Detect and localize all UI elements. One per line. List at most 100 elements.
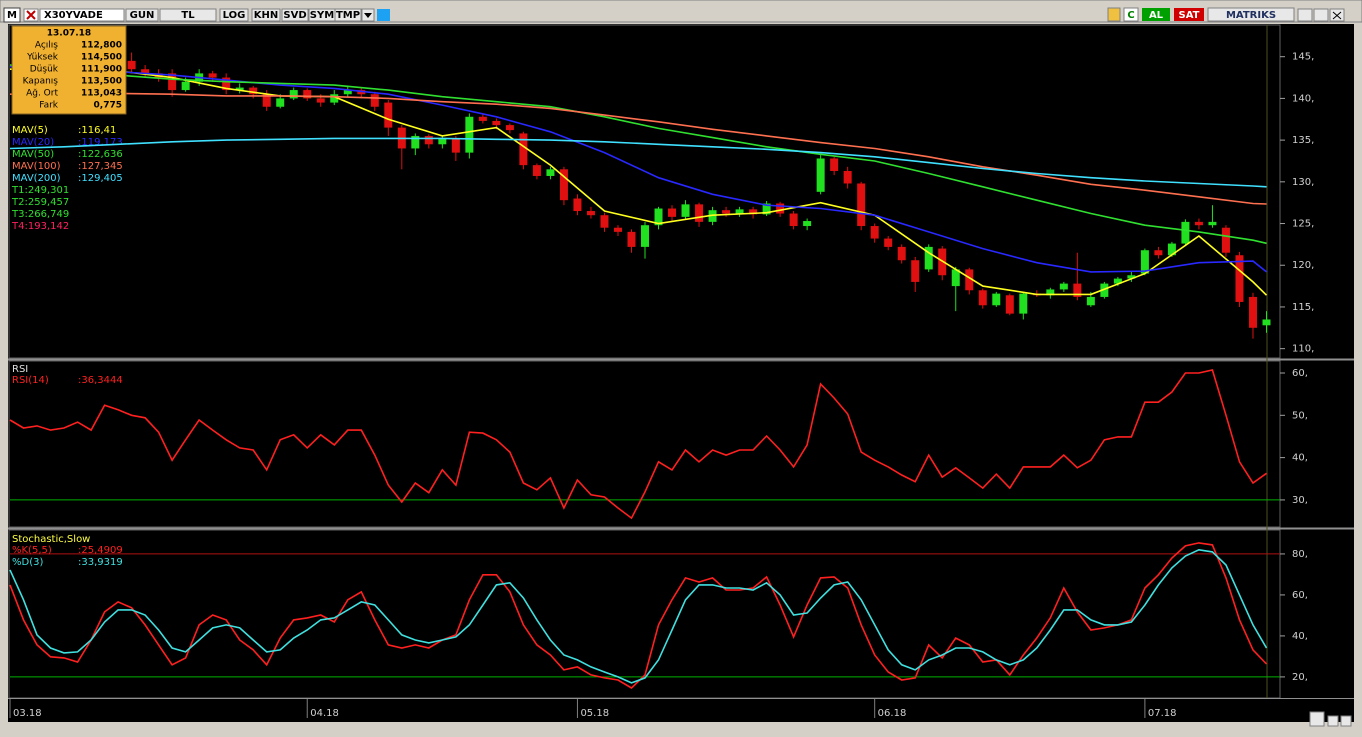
candle-body (276, 98, 285, 107)
candle-body (384, 102, 393, 128)
legend-value: :116,41 (78, 125, 116, 136)
candle-body (924, 246, 933, 270)
candle-body (641, 225, 649, 247)
candle-body (330, 94, 339, 103)
legend-name: MAV(5) (12, 125, 48, 136)
legend-name: %D(3) (12, 557, 43, 568)
info-box (11, 25, 127, 115)
candle-body (992, 293, 1001, 306)
y-tick-label: 30, (1292, 495, 1308, 506)
candle-body (424, 135, 433, 145)
candle-body (249, 87, 258, 95)
series-line (9, 64, 1267, 245)
y-tick-label: 140, (1292, 93, 1314, 104)
candle-body (722, 210, 731, 214)
info-value: 114,500 (81, 53, 122, 63)
close-x (1332, 11, 1342, 20)
candle-body (316, 98, 325, 103)
candle-body (613, 227, 622, 232)
candle-body (303, 90, 312, 99)
info-label: Kapanış (23, 77, 59, 87)
candle-body (789, 213, 798, 227)
candle-body (1059, 283, 1068, 290)
candle-body (465, 116, 474, 153)
toolbar-button[interactable] (334, 8, 362, 22)
legend-name: MAV(50) (12, 149, 54, 160)
info-rows: Açılış 112,800 Yüksek 114,500 Düşük 111,900 Ka… (23, 41, 122, 111)
symbol-icon-x (26, 10, 36, 20)
toolbar-button[interactable] (281, 8, 309, 22)
dropdown-arrow (364, 13, 372, 18)
series-line (10, 68, 1268, 296)
candle-body (127, 60, 136, 70)
buy-button[interactable] (1142, 8, 1170, 21)
toolbar-button[interactable] (251, 8, 281, 22)
toolbar-button-label: KHN (254, 10, 279, 21)
legend-value: :36,3444 (78, 375, 123, 386)
series-line (9, 65, 1267, 273)
candle-body (843, 170, 852, 184)
minimize[interactable] (1297, 8, 1313, 22)
legend-note: T2:259,457 (11, 197, 69, 208)
candle-body (1113, 278, 1122, 284)
scroll-left[interactable] (1327, 715, 1339, 727)
candle-body (1046, 289, 1055, 296)
info-label: Fark (39, 101, 59, 111)
candle-body (438, 138, 447, 145)
candle-body (181, 81, 190, 91)
y-tick-label: 120, (1292, 260, 1314, 271)
legend-name: MAV(100) (12, 161, 61, 172)
candle-body (654, 208, 663, 226)
candle-body (1235, 255, 1244, 302)
candle-body (573, 198, 582, 212)
candle-body (1005, 295, 1014, 314)
info-label: Ağ. Ort (26, 89, 58, 99)
flash-button[interactable] (1107, 7, 1121, 22)
info-label: Yüksek (26, 53, 59, 63)
y-tick-label: 115, (1292, 302, 1314, 313)
y-tick-label: 40, (1292, 631, 1308, 642)
candle-body (1073, 283, 1082, 297)
legend-value: :33,9319 (78, 557, 123, 568)
refresh-button[interactable] (1123, 7, 1139, 22)
maximize[interactable] (1313, 8, 1329, 22)
legend-name: MAV(200) (12, 173, 61, 184)
candle-body (586, 211, 595, 216)
twitter[interactable] (377, 9, 390, 21)
toolbar-button-label: LOG (223, 10, 246, 21)
candle-body (830, 158, 839, 171)
y-tick-label: 60, (1292, 590, 1308, 601)
legend-value: :127,345 (78, 161, 123, 172)
candle-body (870, 226, 879, 239)
rsi-panel (8, 360, 1281, 528)
legend-note: T4:193,142 (11, 221, 69, 232)
price-panel (8, 24, 1281, 359)
candle-body (951, 269, 960, 287)
candle-body (1221, 227, 1230, 253)
toolbar-button[interactable] (219, 8, 249, 22)
series-line (10, 92, 1267, 205)
candle-body (1019, 293, 1028, 314)
candle-body (1167, 243, 1176, 256)
scroll-right[interactable] (1340, 715, 1352, 727)
scroll-button[interactable] (1309, 711, 1325, 727)
symbol-field[interactable] (39, 8, 125, 22)
candle-body (1140, 250, 1149, 274)
toolbar-button[interactable] (125, 8, 159, 22)
candle-body (681, 204, 690, 217)
y-tick-label: 110, (1292, 344, 1314, 355)
candle-body (897, 246, 906, 261)
candle-body (627, 231, 636, 247)
candle-body (1194, 221, 1203, 226)
toolbar-button[interactable] (159, 8, 217, 22)
symbol: X30YVADE (44, 10, 103, 21)
y-tick-label: 135, (1292, 135, 1314, 146)
y-tick-label: 40, (1292, 453, 1308, 464)
y-tick-label: 60, (1292, 368, 1308, 379)
sell-button[interactable] (1174, 8, 1204, 21)
candle-body (343, 90, 352, 95)
brand-box (1207, 7, 1295, 22)
series-line (9, 548, 1268, 684)
panel-title: RSI (12, 364, 28, 375)
